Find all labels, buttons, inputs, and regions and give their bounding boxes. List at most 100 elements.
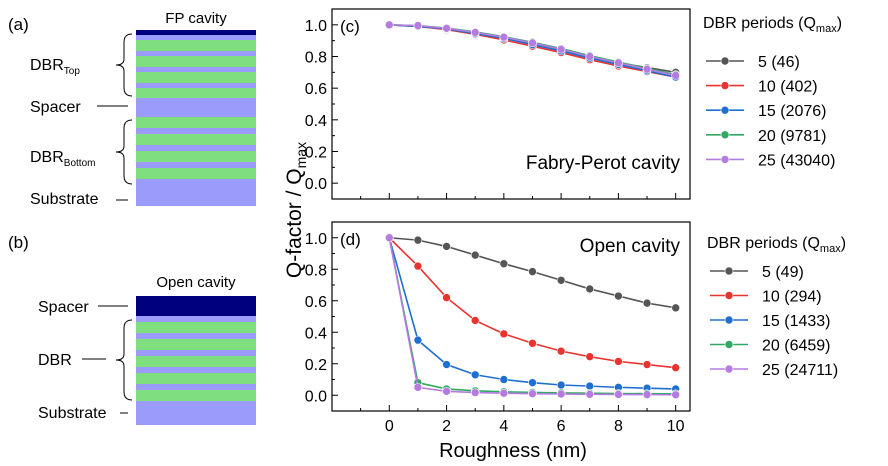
data-point (470, 28, 480, 37)
low-index-layer (136, 367, 256, 373)
brace-dbr-top (115, 33, 133, 97)
legend-entry: 5 (49) (710, 264, 804, 281)
data-point (528, 267, 537, 276)
data-point (556, 44, 566, 54)
data-point (499, 375, 509, 384)
series-5 (384, 233, 680, 313)
high-index-layer (136, 339, 256, 350)
data-point (413, 261, 423, 271)
y-tick-label: 0.4 (305, 113, 327, 130)
label-spacer-b: Spacer (38, 299, 89, 316)
series-15 (384, 20, 680, 82)
legend-title: DBR periods (Qmax) (703, 15, 842, 35)
chart-open-cavity: 0.0 0.2 0.4 0.6 0.8 1.0 0 2 4 6 8 10 (d) Open cavity D… (305, 221, 846, 435)
x-axis-label: Roughness (nm) (439, 440, 587, 462)
data-point (556, 275, 566, 285)
data-point (442, 360, 451, 369)
data-point (499, 32, 509, 42)
low-index-layer (136, 128, 256, 134)
spacer-layer-b (136, 296, 256, 316)
high-index-layer (136, 134, 256, 145)
schematic-a-title: FP cavity (165, 10, 227, 27)
x-tick-label: 8 (614, 418, 623, 435)
legend-label: 10 (402) (758, 79, 818, 96)
low-index-layer (136, 83, 256, 88)
legend-label: 10 (294) (762, 289, 822, 306)
high-index-layer (136, 373, 256, 384)
data-point (470, 388, 480, 397)
data-point (442, 24, 451, 33)
panel-label-b: (b) (8, 233, 29, 252)
data-point (614, 357, 623, 366)
high-index-layer (136, 56, 256, 67)
series-line (389, 24, 676, 78)
data-point (528, 378, 537, 387)
data-point (442, 293, 451, 302)
legend-marker (724, 340, 734, 349)
y-tick-label: 1.0 (305, 18, 327, 35)
y-tick-label: 1.0 (305, 231, 327, 248)
legend-title: DBR periods (Qmax) (707, 235, 846, 255)
legend-label: 20 (9781) (758, 128, 827, 145)
data-point (556, 346, 566, 356)
series-line (388, 237, 676, 395)
data-point (671, 303, 680, 313)
data-point (585, 52, 595, 61)
y-tick-label: 0.0 (305, 388, 327, 405)
data-point (585, 352, 595, 361)
label-dbr-top: DBRTop (30, 57, 80, 77)
legend: DBR periods (Qmax) 5 (46) 10 (402) 15 (2076… (703, 15, 842, 169)
data-point (528, 389, 537, 398)
data-point (384, 233, 394, 243)
label-substrate-a: Substrate (30, 191, 99, 208)
y-tick-label: 0.6 (305, 81, 327, 98)
data-point (470, 370, 480, 380)
high-index-layer (136, 168, 256, 179)
legend-marker (720, 105, 730, 115)
low-index-layer (136, 333, 256, 339)
data-point (528, 38, 537, 48)
panel-label: (d) (340, 230, 361, 249)
x-tick-label: 2 (442, 418, 451, 435)
low-index-layer (136, 145, 256, 151)
series-line (388, 237, 676, 396)
data-point (556, 380, 566, 390)
y-tick-label: 0.4 (305, 325, 327, 342)
data-point (470, 250, 480, 260)
legend-marker (720, 155, 730, 164)
x-tick-label: 6 (557, 418, 566, 435)
x-tick-label: 10 (667, 418, 685, 435)
legend-marker (720, 81, 730, 90)
series-25 (384, 233, 680, 400)
data-point (384, 20, 394, 30)
high-index-layer (136, 117, 256, 128)
high-index-layer (136, 322, 256, 333)
x-tick-label: 4 (499, 418, 508, 435)
cap-layer-a (136, 30, 256, 35)
data-point (499, 259, 509, 269)
y-tick-label: 0.0 (305, 176, 327, 193)
series-line (388, 237, 676, 369)
data-point (499, 329, 509, 339)
chart-fabry-perot: 0.0 0.2 0.4 0.6 0.8 1.0 (c) Fabry-Perot cavity D… (305, 8, 842, 200)
legend-entry: 25 (24711) (710, 362, 838, 379)
series-10 (384, 20, 680, 82)
low-index-layer (136, 350, 256, 356)
substrate-layer-a (136, 181, 256, 206)
legend-entry: 10 (294) (710, 289, 822, 306)
series-10 (384, 233, 680, 372)
high-index-layer (136, 390, 256, 401)
data-point (413, 335, 423, 345)
legend-entry: 15 (2076) (706, 103, 827, 120)
legend-entry: 5 (46) (706, 54, 800, 71)
y-tick-label: 0.2 (305, 145, 327, 162)
data-point (442, 242, 451, 251)
high-index-layer (136, 40, 256, 51)
low-index-layer (136, 35, 256, 40)
legend-entry: 20 (6459) (710, 338, 831, 355)
data-point (499, 388, 509, 398)
high-index-layer (136, 88, 256, 99)
series-25 (384, 20, 680, 80)
low-index-layer (136, 51, 256, 56)
legend-label: 15 (1433) (762, 313, 831, 330)
